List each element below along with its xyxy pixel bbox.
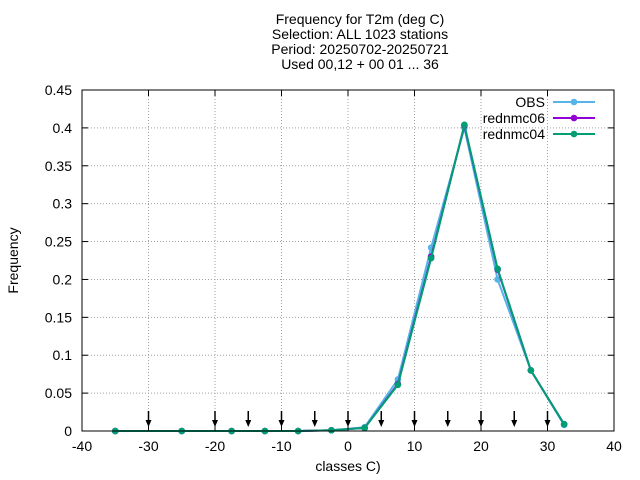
legend-marker xyxy=(570,114,578,122)
y-tick-label: 0.05 xyxy=(45,385,72,401)
chart-title-line-2: Selection: ALL 1023 stations xyxy=(271,26,449,42)
arrow-marker-head xyxy=(245,420,252,427)
y-axis-label: Frequency xyxy=(5,227,21,293)
data-point xyxy=(560,420,568,428)
arrow-marker-head xyxy=(411,420,418,427)
series-group xyxy=(111,121,568,435)
arrow-marker-head xyxy=(311,420,318,427)
legend-label: rednmc04 xyxy=(483,126,545,142)
data-point xyxy=(461,121,468,129)
data-point xyxy=(361,424,368,432)
axis-ticks: -40 -30 -20 -10 0 10 20 30 40 0 0.05 0.1 0.15 0.2 0.25… xyxy=(45,82,622,454)
x-tick-label: 30 xyxy=(540,438,556,454)
x-tick-label: -20 xyxy=(205,438,225,454)
data-point xyxy=(494,265,501,273)
x-tick-label: 40 xyxy=(606,438,622,454)
arrow-marker-head xyxy=(544,420,551,427)
y-tick-label: 0.25 xyxy=(45,234,72,250)
y-tick-label: 0.35 xyxy=(45,158,72,174)
legend-label: OBS xyxy=(515,94,545,110)
chart-title-line-3: Period: 20250702-20250721 xyxy=(271,41,449,57)
legend-marker xyxy=(570,98,578,106)
x-tick-label: -30 xyxy=(138,438,158,454)
data-point xyxy=(494,276,501,283)
arrow-markers xyxy=(145,411,551,427)
y-tick-label: 0.1 xyxy=(53,347,73,363)
arrow-marker-head xyxy=(378,420,385,427)
y-tick-label: 0.45 xyxy=(45,82,72,98)
y-tick-label: 0.3 xyxy=(53,196,73,212)
arrow-marker-head xyxy=(444,420,451,427)
y-tick-label: 0.15 xyxy=(45,309,72,325)
x-axis-label: classes C) xyxy=(315,458,380,474)
data-point xyxy=(527,367,535,374)
x-tick-label: 10 xyxy=(407,438,423,454)
chart-title-line-1: Frequency for T2m (deg C) xyxy=(275,11,445,27)
x-tick-label: -40 xyxy=(72,438,92,454)
legend-marker xyxy=(570,130,578,138)
arrow-marker-head xyxy=(278,420,285,427)
x-tick-label: 0 xyxy=(344,438,352,454)
arrow-marker-head xyxy=(345,420,351,427)
arrow-marker-head xyxy=(511,420,518,427)
data-point xyxy=(427,254,435,262)
y-tick-label: 0.4 xyxy=(53,120,73,136)
arrow-marker-head xyxy=(212,420,218,427)
x-tick-label: -10 xyxy=(271,438,291,454)
chart-title-line-4: Used 00,12 + 00 01 ... 36 xyxy=(281,56,439,72)
arrow-marker-head xyxy=(145,420,152,427)
y-tick-label: 0 xyxy=(64,423,72,439)
y-tick-label: 0.2 xyxy=(53,271,73,287)
x-tick-label: 20 xyxy=(473,438,489,454)
legend-label: rednmc06 xyxy=(483,110,545,126)
data-point xyxy=(394,381,402,389)
data-point xyxy=(328,426,335,434)
arrow-marker-head xyxy=(478,420,484,427)
